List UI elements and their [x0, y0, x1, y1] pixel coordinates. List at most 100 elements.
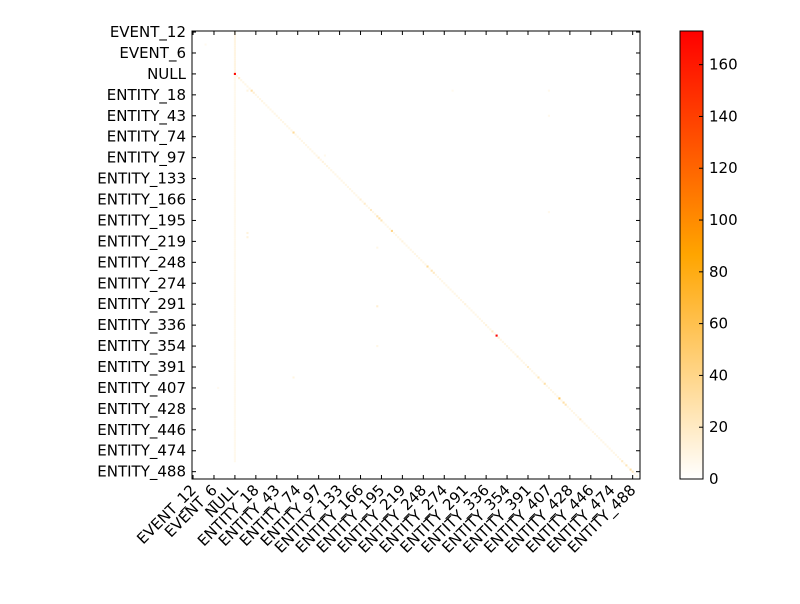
- cell: [233, 93, 236, 96]
- cell: [524, 363, 527, 366]
- cell: [526, 365, 530, 369]
- cell: [403, 242, 406, 245]
- cell: [250, 89, 253, 92]
- cell: [233, 455, 236, 459]
- cell: [621, 460, 624, 463]
- cell: [233, 386, 236, 389]
- cell: [233, 370, 236, 373]
- cell: [468, 307, 471, 310]
- cell: [233, 269, 236, 272]
- cell: [233, 60, 236, 63]
- cell: [233, 137, 236, 140]
- cell: [233, 215, 236, 218]
- cell: [233, 114, 236, 117]
- y-tick-label: ENTITY_219: [97, 232, 186, 251]
- y-tick-label: ENTITY_195: [97, 211, 186, 230]
- cell: [332, 171, 335, 174]
- cell: [338, 177, 341, 180]
- cell: [233, 424, 236, 427]
- cell: [478, 317, 481, 320]
- cell: [233, 183, 236, 186]
- cell: [434, 273, 437, 276]
- cell: [376, 215, 379, 218]
- cell: [246, 231, 249, 235]
- cell: [290, 129, 293, 132]
- cell: [233, 271, 236, 274]
- cell: [233, 223, 236, 226]
- y-tick-label: EVENT_6: [119, 44, 186, 63]
- cell: [233, 139, 236, 142]
- cell: [233, 278, 236, 281]
- cell: [233, 280, 236, 283]
- cell: [233, 391, 236, 394]
- cell: [233, 290, 236, 293]
- cell: [633, 472, 636, 475]
- cell: [233, 104, 236, 107]
- cell: [581, 420, 584, 423]
- cell: [233, 162, 236, 165]
- cell: [418, 257, 421, 260]
- cell: [258, 97, 262, 101]
- cell: [233, 56, 236, 59]
- cell: [233, 361, 236, 364]
- cell: [233, 148, 236, 151]
- cell: [432, 271, 435, 274]
- cell: [233, 426, 236, 429]
- cell: [233, 125, 236, 128]
- cell: [405, 244, 408, 247]
- cell: [420, 259, 423, 262]
- cell: [233, 49, 236, 52]
- cell: [275, 114, 278, 117]
- cell: [474, 313, 477, 316]
- cell: [466, 305, 469, 308]
- cell: [359, 198, 362, 201]
- cell: [376, 345, 379, 348]
- cell: [233, 45, 236, 48]
- cell: [321, 160, 324, 163]
- cell: [233, 284, 236, 287]
- cell: [233, 141, 236, 145]
- cell: [380, 219, 383, 222]
- cell: [482, 321, 486, 325]
- cell: [233, 74, 236, 78]
- cell: [233, 397, 236, 400]
- cell: [376, 246, 379, 249]
- cell: [407, 246, 410, 249]
- cell: [451, 290, 454, 293]
- cell: [233, 41, 236, 44]
- cell: [411, 250, 414, 253]
- cell: [294, 133, 297, 136]
- cell: [233, 118, 236, 122]
- cell: [233, 435, 236, 438]
- cell: [233, 292, 236, 295]
- cell: [233, 443, 236, 446]
- cell: [589, 428, 592, 431]
- cell: [284, 123, 287, 126]
- cell: [535, 374, 538, 377]
- cell: [233, 460, 236, 463]
- colorbar-tick-label: 60: [709, 315, 728, 333]
- cell: [323, 162, 326, 165]
- cell: [233, 62, 236, 65]
- cell: [233, 206, 236, 209]
- cell: [476, 315, 479, 318]
- cell: [233, 334, 236, 337]
- cell: [233, 219, 236, 222]
- cell: [485, 324, 488, 327]
- cell: [449, 288, 452, 291]
- cell: [233, 194, 236, 197]
- cell: [552, 391, 555, 394]
- cell: [606, 445, 609, 448]
- cell: [273, 112, 276, 115]
- cell: [367, 206, 370, 209]
- cell: [233, 246, 236, 249]
- cell: [233, 428, 236, 431]
- cell: [346, 185, 350, 189]
- cell: [627, 466, 630, 469]
- cell: [233, 368, 236, 371]
- cell: [233, 102, 236, 105]
- cell: [233, 305, 236, 308]
- cell: [265, 104, 268, 107]
- cell: [388, 227, 391, 230]
